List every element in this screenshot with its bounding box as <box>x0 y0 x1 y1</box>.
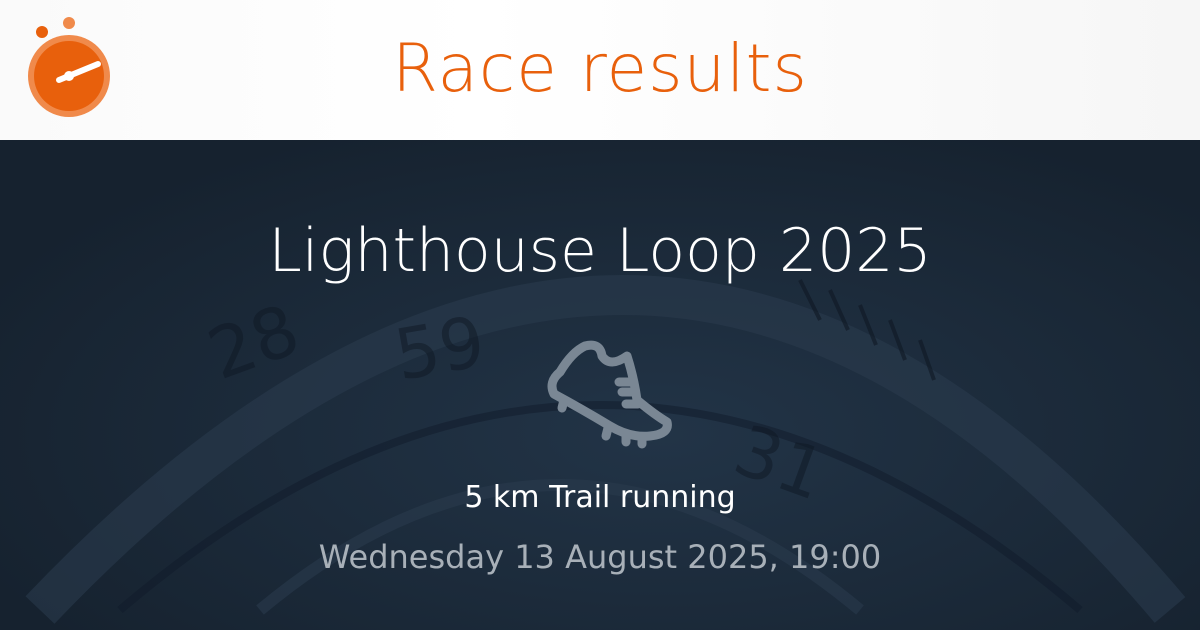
event-type: 5 km Trail running <box>464 480 736 515</box>
event-title: Lighthouse Loop 2025 <box>268 216 932 286</box>
running-shoe-icon <box>547 340 672 449</box>
stopwatch-background-image: 28 59 31 <box>25 275 1186 624</box>
event-datetime: Wednesday 13 August 2025, 19:00 <box>318 538 882 576</box>
stopwatch-icon <box>28 17 110 117</box>
event-banner: 28 59 31 Lighthouse Loop 2025 5 km Trail… <box>0 140 1200 630</box>
header: Race results <box>0 0 1200 140</box>
page-title: Race results <box>392 30 808 107</box>
svg-text:59: 59 <box>389 301 491 397</box>
